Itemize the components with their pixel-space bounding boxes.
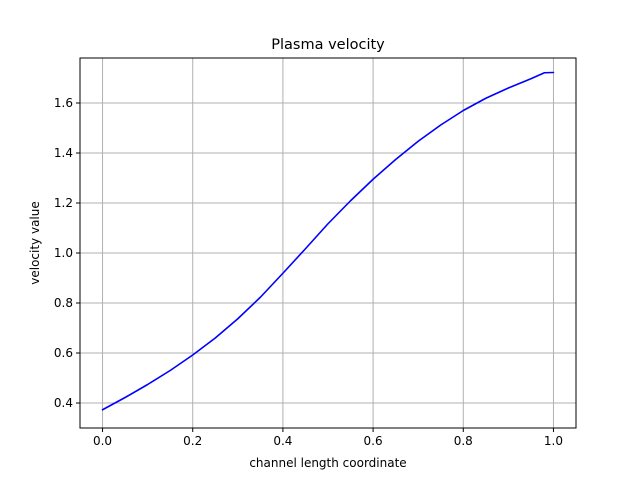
x-tick-label: 0.6 bbox=[364, 434, 383, 448]
y-tick-label: 1.2 bbox=[54, 196, 73, 210]
y-tick-label: 1.0 bbox=[54, 246, 73, 260]
y-tick-label: 0.6 bbox=[54, 346, 73, 360]
grid-lines bbox=[80, 58, 576, 428]
x-tick-label: 0.4 bbox=[273, 434, 292, 448]
x-tick-label: 0.0 bbox=[93, 434, 112, 448]
y-axis: 0.4 0.6 0.8 1.0 1.2 1.4 1.6 bbox=[54, 96, 80, 410]
x-axis-label: channel length coordinate bbox=[249, 456, 406, 470]
y-tick-label: 1.4 bbox=[54, 146, 73, 160]
x-tick-label: 0.8 bbox=[454, 434, 473, 448]
y-axis-label: velocity value bbox=[28, 201, 42, 285]
plot-area-frame bbox=[79, 57, 577, 429]
chart-title: Plasma velocity bbox=[271, 37, 385, 53]
series-layer bbox=[101, 71, 555, 411]
x-tick-label: 0.2 bbox=[183, 434, 202, 448]
series-line bbox=[101, 71, 555, 411]
y-tick-label: 0.8 bbox=[54, 296, 73, 310]
y-tick-label: 1.6 bbox=[54, 96, 73, 110]
x-tick-label: 1.0 bbox=[544, 434, 563, 448]
y-tick-label: 0.4 bbox=[54, 396, 73, 410]
x-axis: 0.0 0.2 0.4 0.6 0.8 1.0 bbox=[93, 428, 563, 448]
